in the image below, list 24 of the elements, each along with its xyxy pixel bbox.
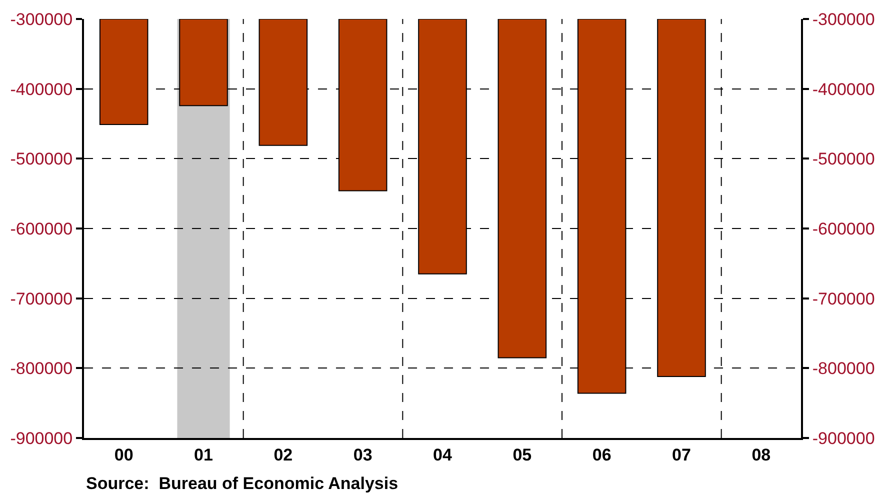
x-tick-label: 06 bbox=[592, 445, 612, 464]
y-tick-label: -900000 bbox=[10, 428, 73, 448]
y-tick-label: -800000 bbox=[10, 359, 73, 378]
y2-tick-label: -600000 bbox=[812, 219, 875, 238]
y-tick-label: -400000 bbox=[10, 80, 73, 99]
x-tick-label: 00 bbox=[114, 445, 134, 464]
y2-tick-label: -700000 bbox=[812, 289, 875, 308]
source-note: Source: Bureau of Economic Analysis bbox=[86, 474, 398, 493]
y-tick-label: -600000 bbox=[10, 219, 73, 238]
x-tick-label: 01 bbox=[194, 445, 213, 464]
y-tick-label: -700000 bbox=[10, 289, 73, 308]
x-tick-label: 02 bbox=[274, 445, 293, 464]
y2-tick-label: -800000 bbox=[812, 359, 875, 378]
y2-tick-label: -300000 bbox=[812, 10, 875, 29]
y2-tick-label: -500000 bbox=[812, 150, 875, 169]
y2-tick-label: -900000 bbox=[812, 428, 875, 448]
x-tick-label: 08 bbox=[752, 445, 771, 464]
y-tick-label: -300000 bbox=[10, 10, 73, 29]
y-tick-label: -500000 bbox=[10, 150, 73, 169]
x-tick-label: 04 bbox=[433, 445, 452, 464]
x-tick-label: 05 bbox=[512, 445, 532, 464]
y2-tick-label: -400000 bbox=[812, 80, 875, 99]
x-tick-label: 03 bbox=[353, 445, 372, 464]
x-tick-label: 07 bbox=[672, 445, 691, 464]
